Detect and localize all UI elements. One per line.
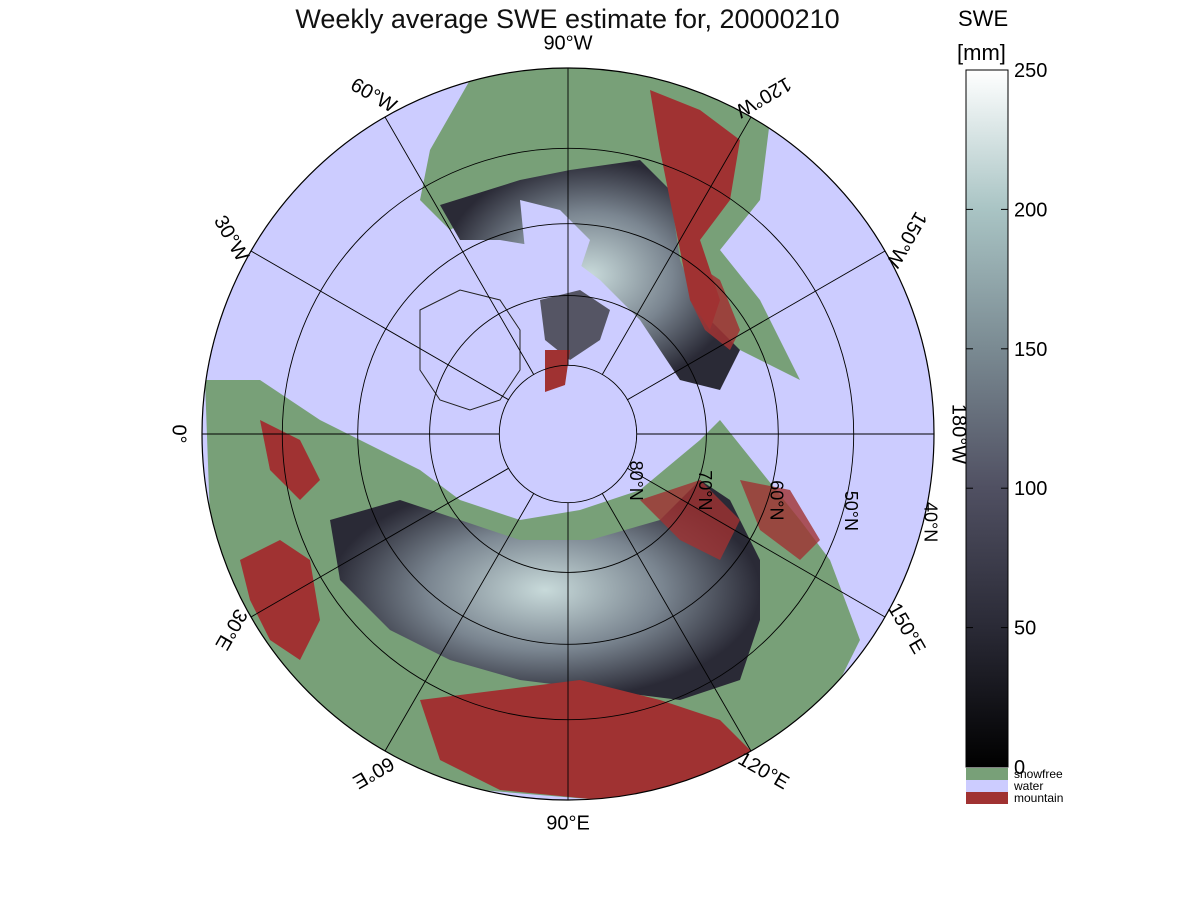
- siberia-mountains: [640, 480, 740, 560]
- meridian-line: [384, 493, 535, 752]
- north-america-snow: [440, 160, 740, 390]
- meridian-label: 60°W: [347, 74, 401, 118]
- north-america-mountains: [650, 90, 740, 330]
- parallel-label: 40°N: [921, 502, 941, 542]
- arctic-islands-mountains: [545, 350, 570, 392]
- meridian-line: [601, 116, 752, 375]
- colorbar-tick-label: 100: [1014, 478, 1047, 500]
- legend-swatch-snowfree: [966, 768, 1008, 780]
- meridian-label: 60°E: [349, 752, 398, 793]
- meridian-label: 150°W: [882, 208, 931, 271]
- map-title: Weekly average SWE estimate for, 2000021…: [295, 4, 840, 34]
- colorbar-tick-label: 150: [1014, 339, 1047, 361]
- meridian-label: 180°W: [948, 404, 970, 464]
- meridian-label: 120°E: [734, 748, 792, 794]
- colorbar: 0 50 100 150 200 250: [965, 60, 1047, 779]
- colorbar-tick-label: 50: [1014, 618, 1036, 640]
- parallel-labels: 80°N 70°N 60°N 50°N 40°N: [626, 461, 940, 543]
- legend-label: water: [1013, 779, 1043, 793]
- legend-label: mountain: [1014, 791, 1063, 805]
- graticule: [202, 68, 934, 800]
- scandinavia-mountains: [260, 420, 320, 500]
- meridian-line: [384, 116, 535, 375]
- colorbar-title-line1: SWE: [958, 6, 1009, 31]
- rocky-mountain-band: [690, 260, 740, 350]
- meridian-line: [627, 250, 886, 401]
- greenland-outline: [419, 289, 521, 411]
- hudson-bay-water: [520, 200, 590, 275]
- colorbar-tick-label: 250: [1014, 60, 1047, 82]
- legend-swatch-mountain: [966, 792, 1008, 804]
- polar-map-disk: [202, 68, 934, 800]
- colorbar-title-line2: [mm]: [957, 40, 1006, 65]
- kamchatka-mountains: [740, 480, 820, 560]
- parallel-label: 80°N: [626, 461, 646, 501]
- eurasia-snow: [330, 480, 760, 700]
- legend-label: snowfree: [1014, 767, 1063, 781]
- parallel-label: 60°N: [766, 480, 786, 520]
- meridian-line: [250, 467, 509, 618]
- map-border: [201, 67, 935, 801]
- eurasia-mountains: [420, 680, 760, 800]
- meridian-label: 120°W: [732, 72, 795, 121]
- meridian-line: [250, 250, 509, 401]
- meridian-label: 0°: [168, 424, 190, 443]
- legend-swatch-water: [966, 780, 1008, 792]
- meridian-label: 30°W: [209, 212, 253, 266]
- arctic-islands: [540, 290, 610, 360]
- colorbar-ticks: 0 50 100 150 200 250: [966, 60, 1047, 779]
- meridian-label: 90°E: [546, 812, 590, 834]
- meridian-label: 30°E: [210, 605, 251, 654]
- meridian-line: [601, 493, 752, 752]
- meridian-line: [627, 467, 886, 618]
- meridian-label: 150°E: [883, 599, 929, 657]
- parallel-label: 50°N: [841, 491, 861, 531]
- colorbar-gradient: [965, 69, 1009, 768]
- colorbar-tick-label: 0: [1014, 757, 1025, 779]
- meridian-label: 90°W: [543, 32, 592, 54]
- colorbar-tick-label: 200: [1014, 199, 1047, 221]
- parallel-label: 70°N: [695, 470, 715, 510]
